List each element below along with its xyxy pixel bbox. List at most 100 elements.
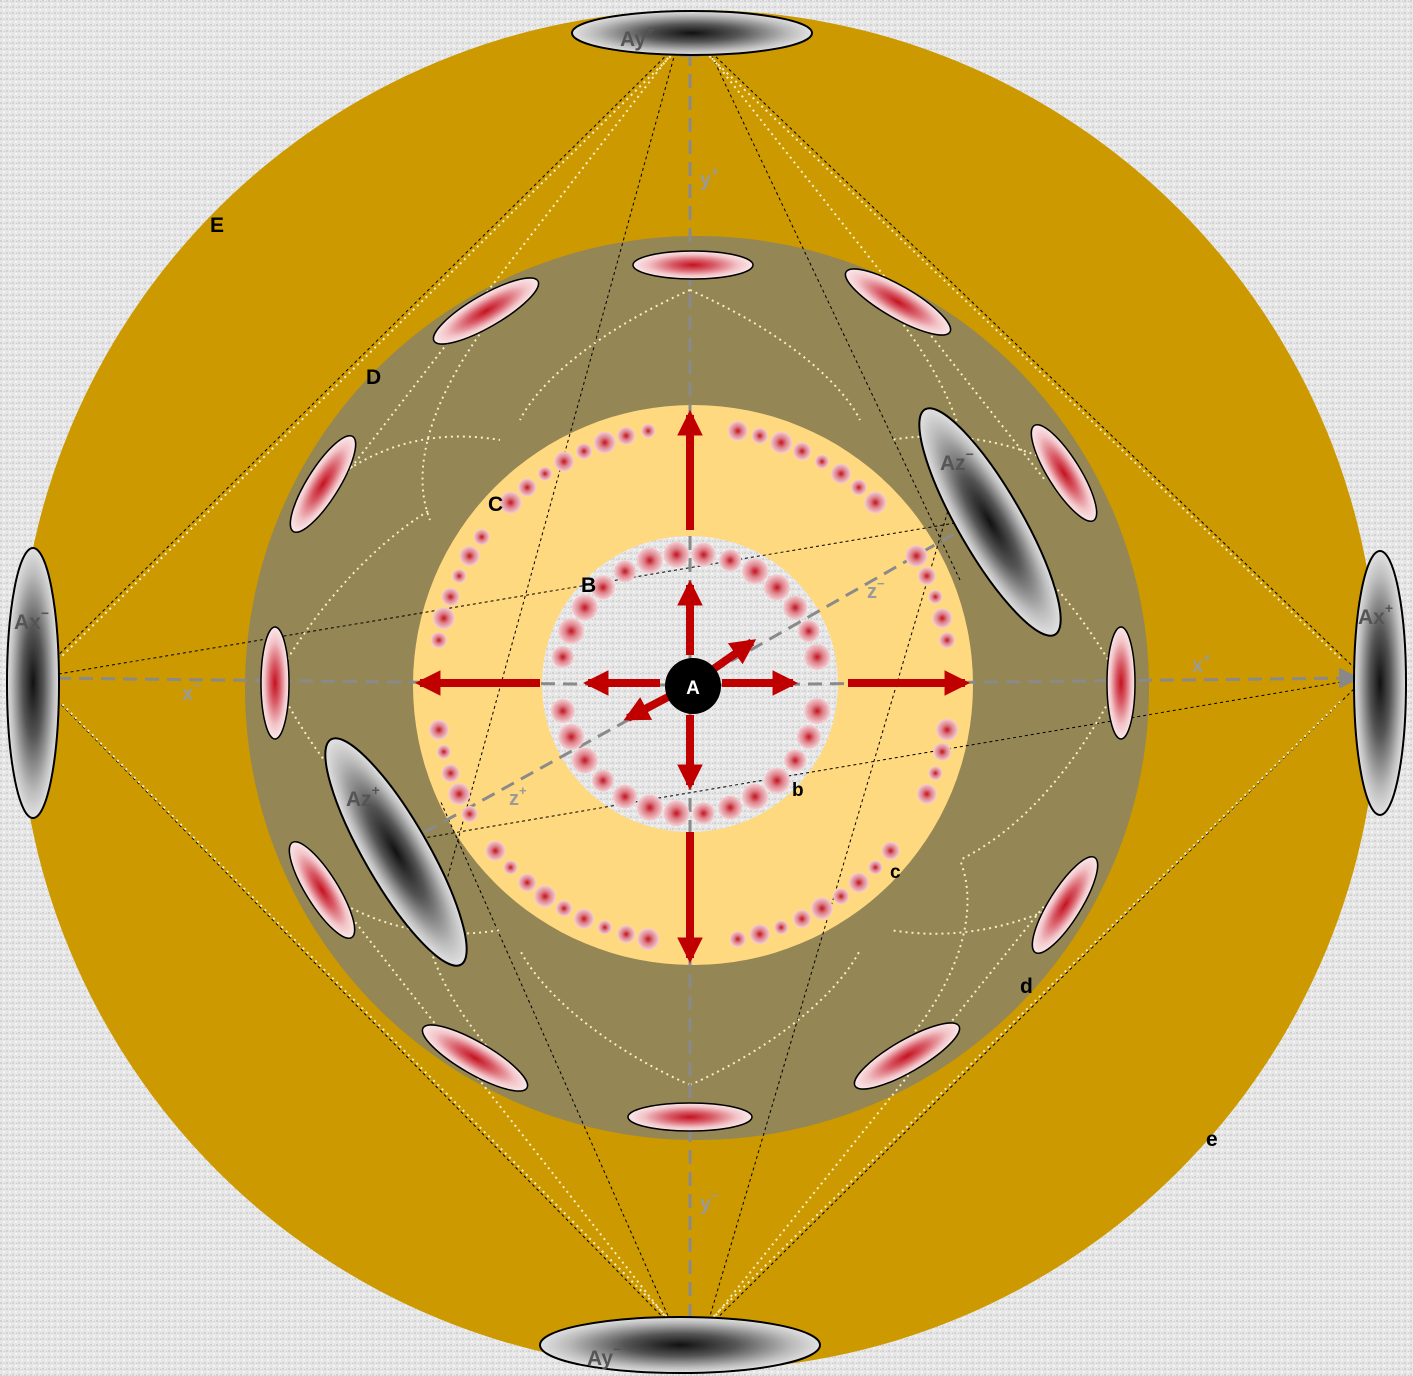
center-node: [665, 658, 721, 714]
ring-c-particle: [928, 766, 943, 781]
ring-b-particle: [742, 558, 768, 585]
ring-b-particle: [663, 541, 690, 568]
ring-b-particle: [796, 724, 821, 749]
ring-b-particle: [764, 574, 790, 601]
ring-c-particle: [441, 764, 460, 783]
ring-c-particle: [770, 431, 793, 454]
ring-c-particle: [538, 466, 552, 481]
pole-ax-plus-ellipse: [1353, 550, 1407, 816]
ring-b-particle: [764, 767, 790, 794]
black-dashed-flux-lines: [34, 31, 1366, 1346]
ring-b-particle: [804, 698, 831, 724]
label-pole-az-plus: Az+: [346, 782, 380, 811]
label-axis-y-plus: y+: [700, 164, 719, 191]
label-ring-E: E: [210, 214, 224, 237]
ring-c-particle: [503, 860, 518, 875]
ring-c-particle: [485, 840, 506, 861]
ring-d-particle: [853, 1022, 961, 1090]
ring-c-particle: [850, 479, 867, 496]
pole-ay-minus-ellipse: [539, 1316, 821, 1374]
center-label: A: [686, 678, 700, 699]
ring-b-particle: [591, 575, 615, 600]
ring-c-particle: [554, 451, 574, 472]
ring-c-particle: [831, 463, 851, 484]
ring-c-particle: [751, 427, 768, 444]
ring-b-particle: [636, 794, 663, 821]
ring-b-particle: [592, 769, 614, 792]
label-pole-ay-plus: Ay+: [620, 22, 654, 51]
ring-c-particle: [430, 632, 447, 649]
ring-b-particle: [804, 644, 831, 670]
ring-c-particle: [574, 908, 594, 929]
label-ring-c: c: [890, 862, 901, 883]
ring-c-particle: [793, 909, 811, 928]
pole-ax-minus-ellipse: [6, 547, 60, 819]
ring-c-particle: [473, 529, 490, 545]
ring-c-particle: [811, 897, 833, 920]
label-pole-ax-plus: Ax+: [1358, 600, 1393, 629]
label-ring-e: e: [1206, 1128, 1218, 1151]
ring-c-particle: [597, 920, 612, 935]
ring-b-particles: [550, 541, 831, 827]
axis-z-plus-line: [403, 696, 669, 845]
label-ring-C: C: [488, 493, 503, 516]
ring-b-particle: [558, 618, 585, 645]
label-axis-z-plus: z+: [509, 783, 527, 810]
ring-c-particle: [452, 569, 467, 583]
ring-c-particle: [441, 587, 460, 606]
ring-d-particle: [260, 626, 290, 740]
ring-c-particle: [928, 589, 943, 604]
ring-c-particle: [848, 872, 869, 893]
ring-c-particle: [641, 423, 656, 438]
ring-b-particle: [550, 699, 575, 723]
ring-b-particle: [719, 549, 742, 572]
axis-x-minus-line: [37, 667, 666, 689]
ring-c-particle: [534, 885, 556, 908]
axis-x-plus-line: [719, 667, 1361, 689]
ring-c-particle: [556, 900, 572, 917]
ring-c-particle: [448, 783, 471, 805]
ring-c-particle: [432, 607, 455, 630]
ring-b-particle: [691, 542, 716, 567]
ring-b-particle: [797, 620, 820, 643]
ring-b-particle: [571, 594, 598, 621]
label-axis-y-minus: y−: [700, 1188, 719, 1215]
ring-b-particle: [718, 795, 743, 820]
ring-c-particle: [939, 632, 956, 649]
ring-c-particle: [868, 860, 883, 875]
ring-c-particle: [933, 742, 952, 761]
pole-ay-plus-ellipse: [571, 10, 813, 56]
ring-c-particle: [428, 719, 449, 740]
pole-ellipses: [6, 10, 1407, 1374]
ring-b-particle: [783, 595, 808, 620]
ring-b-particle: [571, 747, 598, 774]
ring-c-particle: [727, 420, 748, 441]
label-ring-B: B: [581, 574, 596, 597]
ring-c-particle: [729, 931, 746, 948]
ring-c-particle: [916, 784, 937, 804]
red-arrows: [414, 409, 971, 964]
ring-c-particle: [917, 567, 936, 585]
ring-b-particle: [663, 800, 690, 827]
ring-c-particle: [749, 924, 770, 945]
ring-b-particle: [636, 547, 663, 574]
label-axis-x-minus: x−: [182, 678, 201, 705]
ring-c-particle: [459, 546, 480, 566]
label-axis-x-plus: x+: [1192, 650, 1211, 677]
ring-c-particle: [774, 920, 789, 935]
pole-az-minus-ellipse: [918, 407, 1062, 637]
ring-b-particle: [558, 723, 585, 750]
ring-c-particle: [617, 426, 636, 445]
red-arrow-z-plus: [623, 693, 670, 722]
ring-d-particle: [1030, 424, 1098, 522]
ring-c-particle: [864, 491, 887, 514]
ring-c-particle: [793, 442, 811, 461]
ring-d-particles: [260, 250, 1136, 1132]
label-pole-ax-minus: Ax−: [14, 605, 49, 634]
ring-c-particle: [881, 841, 900, 860]
ring-c-particle: [936, 718, 959, 741]
label-pole-ay-minus: Ay−: [587, 1341, 621, 1370]
ring-c-particle: [436, 744, 451, 759]
ring-c-particle: [905, 545, 928, 567]
ring-c-particle: [499, 491, 522, 514]
